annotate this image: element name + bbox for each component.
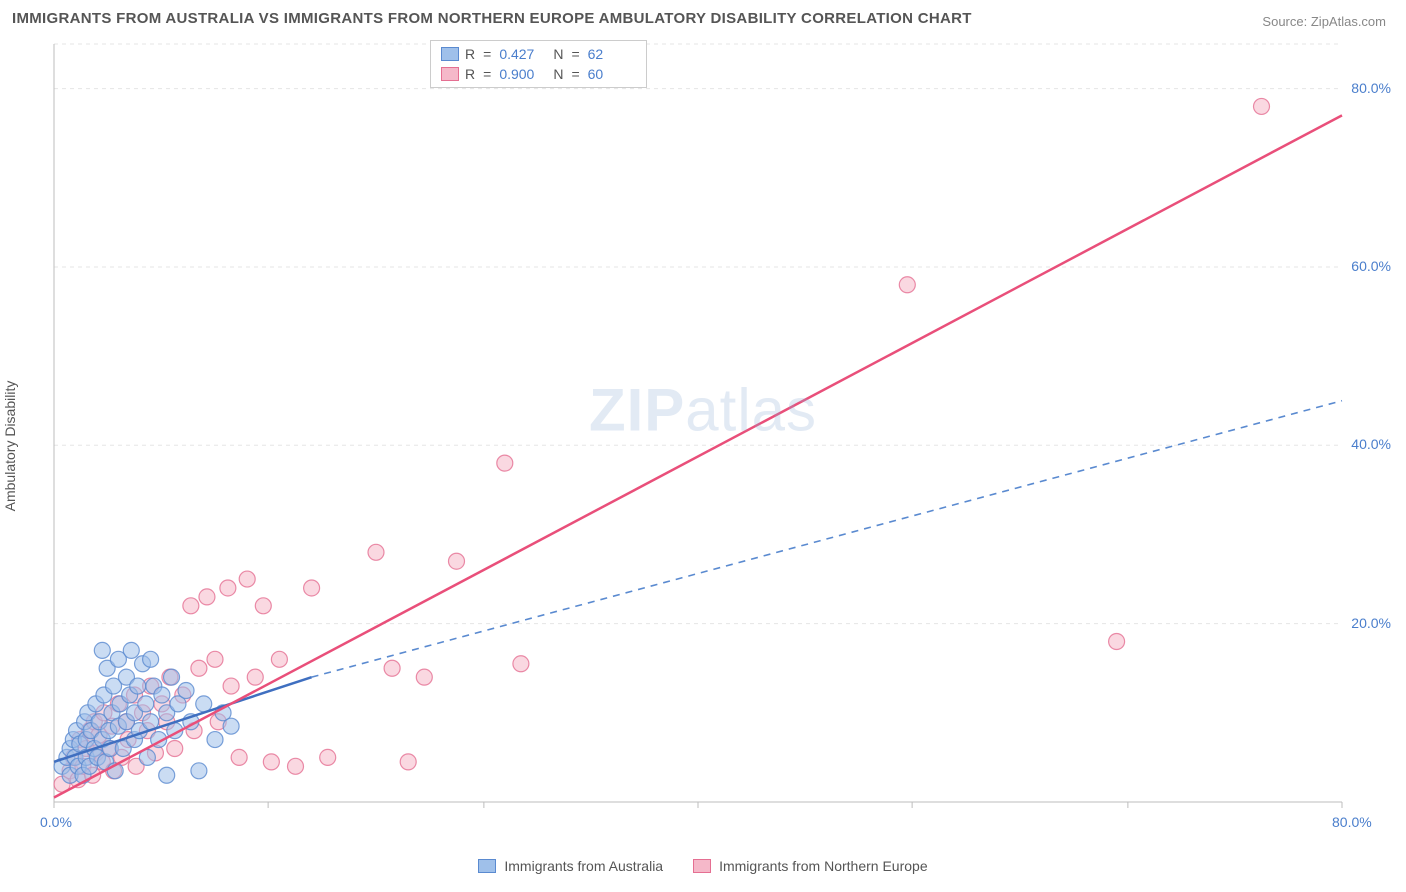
n-value-a: 62 xyxy=(588,44,636,64)
y-tick: 60.0% xyxy=(1351,258,1391,274)
swatch-series-a xyxy=(478,859,496,873)
source-site: ZipAtlas.com xyxy=(1311,14,1386,29)
series-legend: Immigrants from Australia Immigrants fro… xyxy=(0,858,1406,874)
swatch-series-b xyxy=(441,67,459,81)
y-axis-label: Ambulatory Disability xyxy=(2,381,18,512)
plot-svg xyxy=(48,38,1388,828)
equals: = xyxy=(483,64,491,84)
r-value-a: 0.427 xyxy=(499,44,547,64)
r-value-b: 0.900 xyxy=(499,64,547,84)
legend-item-a: Immigrants from Australia xyxy=(478,858,663,874)
equals: = xyxy=(483,44,491,64)
series-a-label: Immigrants from Australia xyxy=(504,858,663,874)
swatch-series-a xyxy=(441,47,459,61)
n-label-a: N xyxy=(553,44,563,64)
legend-row-a: R = 0.427 N = 62 xyxy=(441,44,636,64)
n-label-b: N xyxy=(553,64,563,84)
y-tick: 20.0% xyxy=(1351,615,1391,631)
swatch-series-b xyxy=(693,859,711,873)
source-attribution: Source: ZipAtlas.com xyxy=(1262,14,1386,29)
y-tick: 80.0% xyxy=(1351,80,1391,96)
legend-item-b: Immigrants from Northern Europe xyxy=(693,858,928,874)
y-tick: 40.0% xyxy=(1351,436,1391,452)
chart-title: IMMIGRANTS FROM AUSTRALIA VS IMMIGRANTS … xyxy=(12,10,972,27)
equals: = xyxy=(571,44,579,64)
legend-row-b: R = 0.900 N = 60 xyxy=(441,64,636,84)
x-tick-min: 0.0% xyxy=(40,814,72,830)
n-value-b: 60 xyxy=(588,64,636,84)
equals: = xyxy=(571,64,579,84)
x-tick-max: 80.0% xyxy=(1332,814,1372,830)
r-label-b: R xyxy=(465,64,475,84)
r-label-a: R xyxy=(465,44,475,64)
source-label: Source: xyxy=(1262,14,1307,29)
scatter-plot xyxy=(48,38,1388,828)
series-b-label: Immigrants from Northern Europe xyxy=(719,858,928,874)
correlation-legend: R = 0.427 N = 62 R = 0.900 N = 60 xyxy=(430,40,647,88)
